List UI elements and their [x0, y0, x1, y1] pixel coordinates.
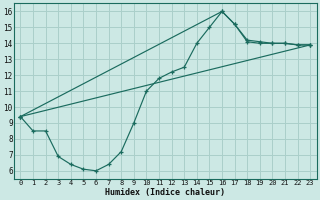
X-axis label: Humidex (Indice chaleur): Humidex (Indice chaleur) [105, 188, 225, 197]
